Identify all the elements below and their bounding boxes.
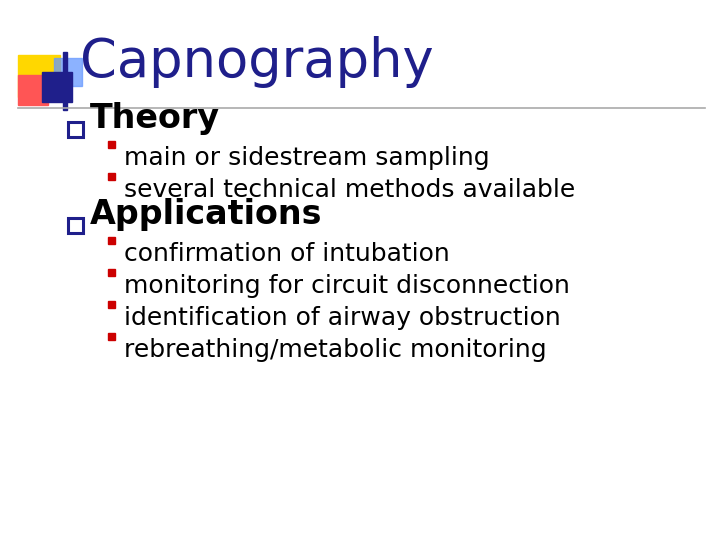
Bar (63, 52, 66, 110)
Text: several technical methods available: several technical methods available (124, 178, 575, 202)
Text: Capnography: Capnography (80, 36, 433, 88)
Bar (18, 55, 60, 97)
Bar (68, 218, 83, 233)
Text: confirmation of intubation: confirmation of intubation (124, 242, 450, 266)
Bar (42, 72, 72, 102)
Bar (18, 75, 48, 105)
Bar (108, 269, 115, 276)
Bar (108, 237, 115, 244)
Text: monitoring for circuit disconnection: monitoring for circuit disconnection (124, 274, 570, 298)
Bar (108, 173, 115, 180)
Text: identification of airway obstruction: identification of airway obstruction (124, 306, 561, 330)
Bar (108, 301, 115, 308)
Bar (108, 141, 115, 148)
Text: Applications: Applications (90, 198, 323, 231)
Text: main or sidestream sampling: main or sidestream sampling (124, 146, 490, 170)
Bar (54, 58, 82, 86)
Text: Theory: Theory (90, 102, 220, 135)
Text: rebreathing/metabolic monitoring: rebreathing/metabolic monitoring (124, 338, 546, 362)
Bar (108, 333, 115, 340)
Bar (68, 122, 83, 137)
